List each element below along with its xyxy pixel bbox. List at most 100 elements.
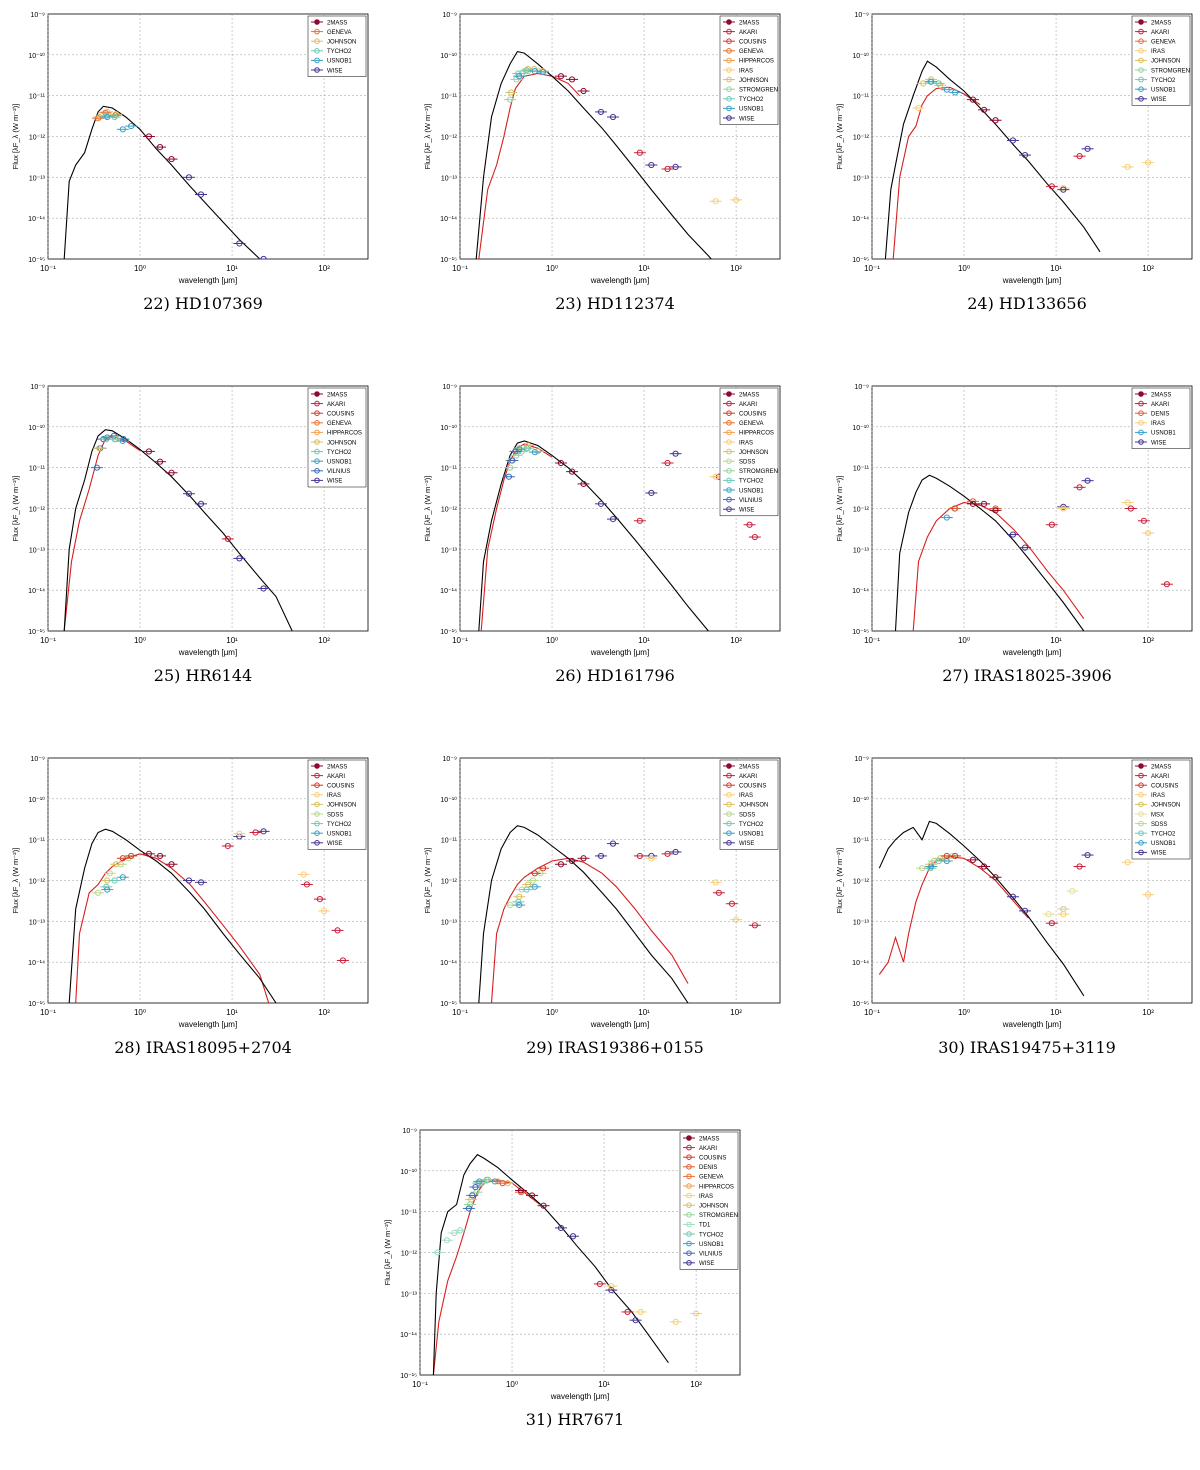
data-point-wise	[609, 840, 617, 847]
legend-swatch-marker	[314, 458, 320, 464]
data-point-usnob1	[104, 886, 111, 893]
legend-label: GENEVA	[739, 49, 764, 55]
panel-caption: 30) IRAS19475+3119	[938, 1038, 1116, 1057]
data-point-usnob1	[943, 86, 950, 93]
legend-swatch-marker	[686, 1240, 692, 1247]
data-point-akari	[664, 165, 671, 173]
legend-label: JOHNSON	[739, 450, 768, 456]
legend-swatch-marker	[314, 811, 320, 817]
data-point-johnson	[96, 445, 103, 452]
data-point-2mass	[568, 76, 576, 83]
x-axis-label: wavelength [μm]	[590, 1020, 649, 1029]
y-tick-label: 10⁻¹⁴	[400, 1332, 417, 1339]
data-point-wise	[672, 450, 679, 457]
data-point-tycho2	[111, 436, 118, 443]
y-tick-label: 10⁻¹¹	[29, 466, 46, 473]
legend-label: USNOB1	[1151, 431, 1176, 437]
legend-swatch-marker	[314, 772, 320, 779]
sed-plot: 10⁻¹ 10⁰ 10¹ 10² 10⁻¹⁵ 10⁻¹⁴ 10⁻¹³ 10⁻¹² 10⁻¹¹ 10…	[11, 756, 369, 1029]
legend-label: COUSINS	[739, 40, 766, 46]
legend-label: TYCHO2	[739, 822, 764, 828]
intrinsic-model-line	[63, 429, 293, 631]
legend-swatch-marker	[314, 420, 320, 426]
data-point-johnson	[113, 861, 120, 868]
data-point-akari	[339, 957, 346, 964]
sed-plot: 10⁻¹ 10⁰ 10¹ 10² 10⁻¹⁵ 10⁻¹⁴ 10⁻¹³ 10⁻¹² 10⁻¹¹ 10…	[835, 384, 1193, 657]
legend-label: TYCHO2	[699, 1232, 724, 1238]
y-tick-label: 10⁻¹³	[29, 175, 46, 182]
sed-panel: 10⁻¹ 10⁰ 10¹ 10² 10⁻¹⁵ 10⁻¹⁴ 10⁻¹³ 10⁻¹² 10⁻¹¹ 10…	[380, 1120, 770, 1470]
legend-box	[1131, 387, 1191, 449]
data-point-iras	[712, 473, 719, 480]
data-point-usnob1	[531, 67, 538, 75]
plot-area	[475, 50, 743, 259]
y-tick-label: 10⁻⁹	[31, 756, 45, 763]
data-point-iras	[300, 871, 307, 878]
data-point-2mass	[969, 856, 977, 863]
legend-swatch-marker	[726, 86, 732, 92]
y-tick-label: 10⁻¹⁵	[440, 1001, 457, 1008]
data-point-2mass	[557, 459, 565, 467]
legend-label: WISE	[327, 479, 342, 485]
legend-label: 2MASS	[739, 20, 759, 26]
y-tick-label: 10⁻¹⁵	[400, 1373, 417, 1380]
x-axis-label: wavelength [μm]	[1002, 648, 1061, 657]
data-point-wise	[236, 240, 243, 247]
legend-label: VILNIUS	[699, 1252, 722, 1258]
y-tick-label: 10⁻¹²	[441, 135, 458, 142]
x-tick-label: 10⁻¹	[40, 1008, 56, 1017]
y-tick-label: 10⁻¹⁵	[28, 257, 45, 264]
x-tick-label: 10⁰	[546, 636, 558, 645]
legend: 2MASS AKARI COUSINS IRAS JOHNSON SDSS TYCHO2 US…	[307, 759, 367, 850]
x-axis-label: wavelength [μm]	[178, 1020, 237, 1029]
data-point-2mass	[969, 500, 977, 507]
data-point-akari	[636, 517, 643, 524]
y-tick-label: 10⁻¹²	[441, 507, 458, 514]
data-point-wise	[260, 585, 267, 592]
data-point-2mass	[168, 469, 175, 476]
legend-label: JOHNSON	[327, 440, 356, 446]
data-point-vilnius	[465, 1205, 473, 1212]
y-tick-label: 10⁻¹¹	[853, 94, 870, 101]
y-tick-label: 10⁻⁹	[443, 12, 457, 19]
legend-label: STROMGREN	[739, 469, 778, 475]
reddened-model-line	[490, 857, 689, 1003]
x-tick-label: 10⁰	[506, 1380, 518, 1389]
legend-swatch-marker	[726, 792, 732, 798]
data-point-wise	[1009, 531, 1017, 538]
plot-area	[63, 105, 270, 259]
legend-label: HIPPARCOS	[699, 1184, 734, 1190]
reddened-model-line	[912, 501, 1085, 631]
data-point-wise	[672, 848, 679, 856]
panel-caption: 23) HD112374	[555, 294, 675, 313]
sed-panel: 10⁻¹ 10⁰ 10¹ 10² 10⁻¹⁵ 10⁻¹⁴ 10⁻¹³ 10⁻¹² 10⁻¹¹ 10…	[420, 748, 810, 1098]
legend-swatch-marker	[1138, 439, 1144, 445]
legend-swatch-marker	[314, 448, 320, 455]
data-point-2mass	[568, 857, 576, 865]
y-tick-label: 10⁻¹³	[401, 1291, 418, 1298]
y-tick-label: 10⁻¹¹	[441, 94, 458, 101]
legend-swatch-marker	[314, 468, 320, 474]
plot-area	[878, 820, 1155, 997]
intrinsic-model-line	[478, 825, 689, 1003]
legend-swatch-marker	[686, 1260, 692, 1266]
sed-panel: 10⁻¹ 10⁰ 10¹ 10² 10⁻¹⁵ 10⁻¹⁴ 10⁻¹³ 10⁻¹² 10⁻¹¹ 10…	[8, 4, 398, 354]
x-tick-label: 10⁰	[134, 636, 146, 645]
data-point-tycho2	[523, 67, 530, 74]
legend-swatch-marker	[726, 506, 732, 512]
legend-label: JOHNSON	[327, 803, 356, 809]
data-point-iras	[1124, 499, 1131, 506]
y-axis-label: Flux [λF_λ (W m⁻²)]	[383, 1220, 392, 1286]
y-axis-label: Flux [λF_λ (W m⁻²)]	[835, 104, 844, 170]
data-point-2mass	[992, 874, 999, 881]
x-tick-label: 10¹	[638, 636, 650, 645]
legend-swatch-marker	[314, 830, 320, 836]
data-point-akari	[751, 922, 758, 929]
legend-swatch-marker	[686, 1202, 692, 1208]
legend: 2MASS AKARI COUSINS DENIS GENEVA HIPPARCOS IRA…	[679, 1131, 739, 1270]
y-tick-label: 10⁻¹³	[853, 919, 870, 926]
y-tick-label: 10⁻⁹	[31, 12, 45, 19]
data-point-akari	[1048, 183, 1055, 190]
legend-swatch-marker	[1138, 820, 1144, 827]
data-point-akari	[624, 1308, 631, 1316]
